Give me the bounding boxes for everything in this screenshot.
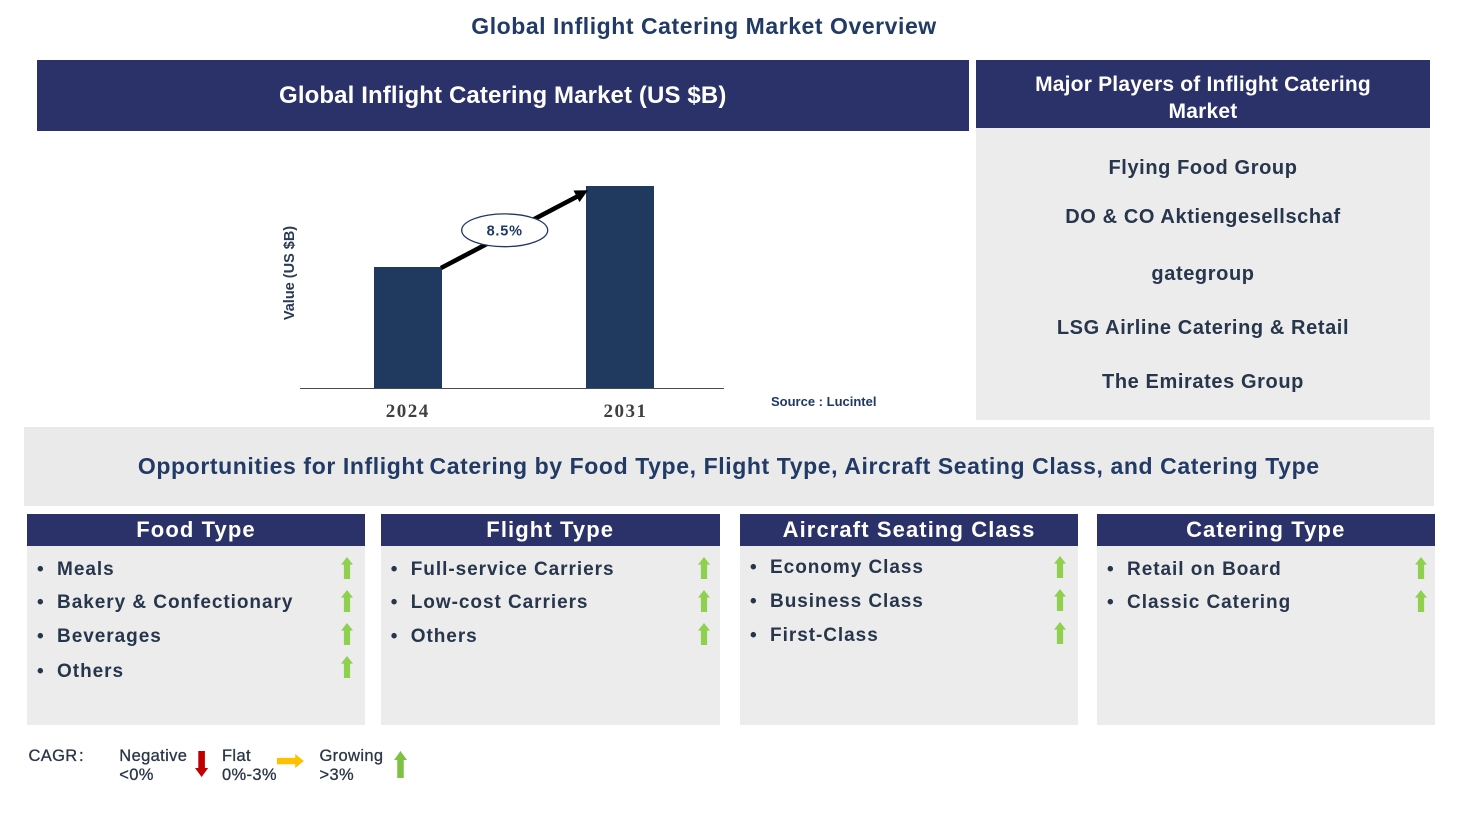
svg-text:8.5%: 8.5% [487,224,523,240]
